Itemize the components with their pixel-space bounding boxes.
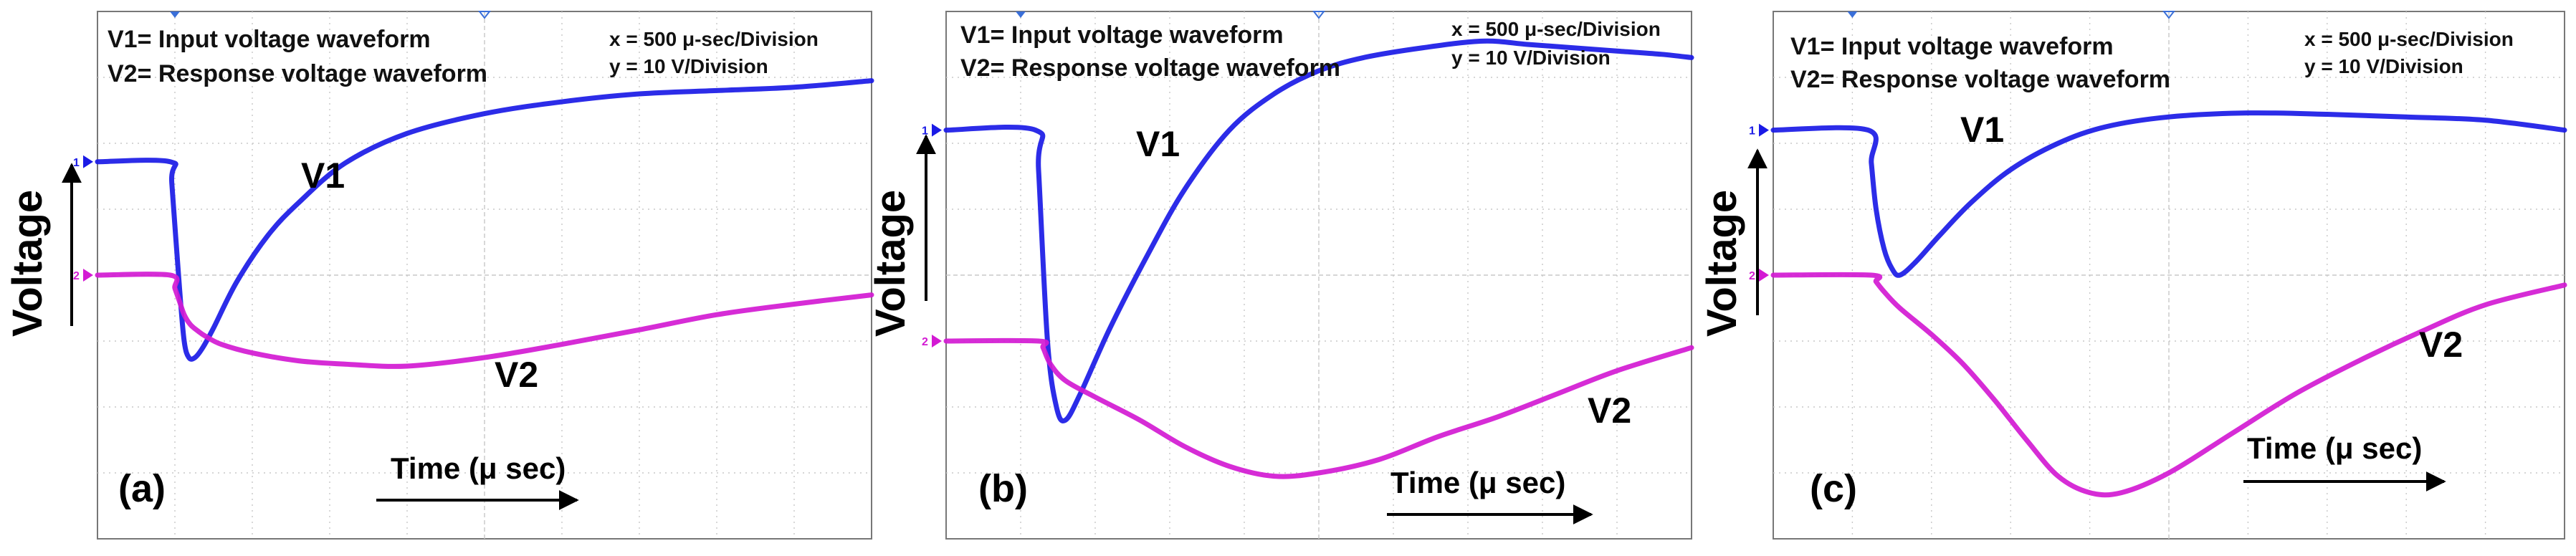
panel-a-series-channel-marker-label-1: 1 — [73, 157, 80, 169]
panel-c-series-v2-line — [1770, 272, 2567, 498]
panel-b-series: 12 — [922, 38, 1694, 479]
panel-c-legend-v1: V1= Input voltage waveform — [1790, 33, 2114, 60]
panel-c-grid-center-marker — [2162, 11, 2176, 19]
panel-a-series-channel-marker-2: 2 — [73, 269, 93, 282]
panel-c-series-channel-marker-2: 2 — [1749, 269, 1769, 282]
panel-a-grid-center-marker — [477, 11, 492, 19]
panel-a-time-label: Time (μ sec) — [391, 451, 566, 485]
panel-c-legend-v2: V2= Response voltage waveform — [1790, 66, 2170, 93]
panel-b-scale-y: y = 10 V/Division — [1451, 47, 1611, 69]
panel-c-series-channel-marker-1: 1 — [1749, 123, 1769, 138]
panel-c-annotation-v1: V1 — [1960, 110, 2004, 150]
panel-a-legend-v2: V2= Response voltage waveform — [108, 60, 487, 87]
panel-c-series: 12 — [1749, 110, 2567, 498]
panel-c-grid-trigger-marker — [1847, 11, 1858, 18]
panel-b-annotation-v1: V1 — [1136, 124, 1180, 164]
panel-b-grid-center-marker — [1312, 11, 1326, 19]
panel-a-annotation-v1: V1 — [301, 155, 345, 196]
panel-b-series-v1-line — [943, 38, 1694, 423]
panel-a-series-v1-line — [95, 78, 874, 362]
panel-a-scale-x: x = 500 μ-sec/Division — [609, 28, 819, 50]
panel-b-grid — [946, 11, 1692, 539]
panel-a-legend-v1: V1= Input voltage waveform — [108, 26, 431, 53]
panel-b-series-v2-line — [943, 337, 1694, 479]
panel-b: 12 V1= Input voltage waveform V2= Respon… — [867, 11, 1694, 540]
panel-c-series-v1-line — [1770, 110, 2567, 278]
panel-c-scale-x: x = 500 μ-sec/Division — [2304, 28, 2514, 50]
panel-b-annotation-v2: V2 — [1588, 390, 1631, 431]
panel-a-series-channel-marker-label-2: 2 — [73, 270, 80, 282]
panel-b-grid-trigger-marker — [1016, 11, 1026, 18]
panel-b-scale-x: x = 500 μ-sec/Division — [1451, 18, 1661, 40]
panel-c-series-channel-marker-label-1: 1 — [1749, 125, 1755, 138]
panel-b-series-channel-marker-label-1: 1 — [922, 125, 928, 138]
panel-a: 1 2 V1= Input voltage waveform V2= Respon… — [4, 11, 874, 540]
panel-a-series-v2-line — [95, 272, 874, 369]
panel-a-annotation-v2: V2 — [495, 355, 538, 395]
panel-c-annotation-v2: V2 — [2419, 325, 2463, 365]
panel-c-series-channel-marker-label-2: 2 — [1749, 270, 1755, 282]
panel-c-label: (c) — [1810, 467, 1857, 510]
panel-c: 12 V1= Input voltage waveform V2= Respon… — [1699, 11, 2567, 540]
panel-b-label: (b) — [978, 467, 1028, 510]
panel-b-series-channel-marker-2: 2 — [922, 335, 942, 348]
panel-b-legend-v2: V2= Response voltage waveform — [960, 54, 1340, 82]
panel-a-scale-y: y = 10 V/Division — [609, 55, 768, 77]
panel-a-voltage-label: Voltage — [4, 190, 51, 337]
panel-c-voltage-label: Voltage — [1699, 190, 1745, 337]
panel-b-time-label: Time (μ sec) — [1390, 466, 1565, 499]
panel-a-series-channel-marker-1: 1 — [73, 155, 93, 169]
panel-a-grid-trigger-marker — [170, 11, 180, 18]
panel-c-scale-y: y = 10 V/Division — [2304, 55, 2463, 77]
panel-b-series-channel-marker-1: 1 — [922, 123, 942, 138]
panel-b-series-channel-marker-label-2: 2 — [922, 336, 928, 348]
panel-b-legend-v1: V1= Input voltage waveform — [960, 21, 1284, 49]
panel-c-time-label: Time (μ sec) — [2247, 431, 2422, 465]
panel-a-label: (a) — [118, 467, 166, 510]
panel-b-voltage-label: Voltage — [867, 190, 914, 337]
